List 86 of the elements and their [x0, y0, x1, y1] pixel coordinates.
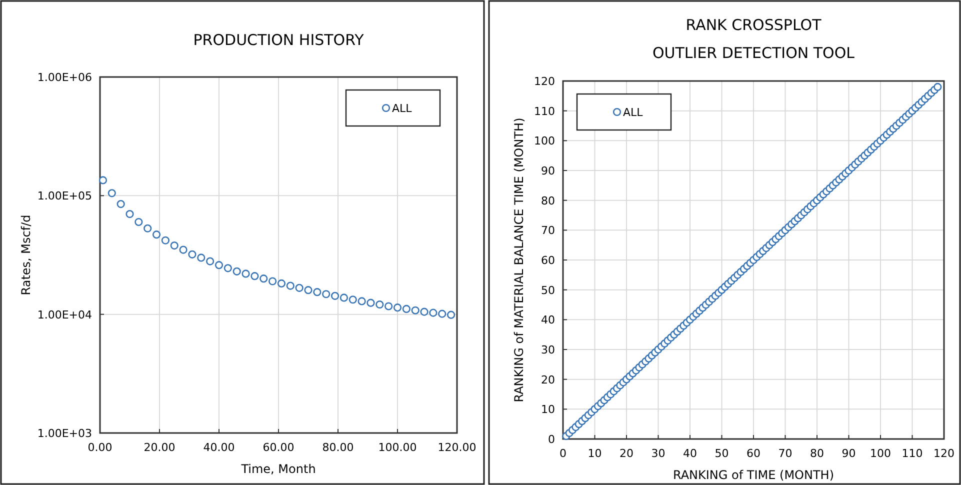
- y-tick-label: 30: [541, 344, 555, 356]
- legend-label: ALL: [392, 102, 413, 115]
- point: [188, 250, 196, 258]
- point: [250, 272, 259, 280]
- point: [179, 246, 188, 254]
- point: [144, 224, 152, 232]
- point: [170, 241, 178, 250]
- point: [330, 292, 340, 300]
- point: [366, 298, 375, 307]
- x-tick-label: 80: [810, 447, 824, 460]
- x-tick-label: 30: [651, 447, 666, 460]
- point: [295, 284, 304, 292]
- x-tick-label: 70: [778, 447, 792, 460]
- x-tick-label: 20: [620, 447, 634, 460]
- point: [152, 230, 161, 239]
- y-tick-label: 10: [541, 403, 555, 416]
- point: [214, 261, 224, 270]
- x-tick-label: 100: [870, 447, 891, 460]
- point: [438, 310, 446, 318]
- legend-label: ALL: [623, 106, 644, 119]
- point: [376, 300, 384, 309]
- point: [286, 282, 294, 290]
- y-tick-label: 1.00E+03: [37, 427, 92, 440]
- x-tick-label: 10: [588, 447, 602, 460]
- x-tick-label: 120: [934, 447, 954, 460]
- point: [429, 308, 438, 317]
- y-tick-label: 80: [541, 194, 555, 208]
- x-tick-label: 80.00: [322, 441, 354, 454]
- point: [358, 297, 366, 306]
- x-tick-label: 120.00: [438, 441, 476, 454]
- x-tick-label: 90: [842, 447, 856, 460]
- point: [411, 306, 420, 314]
- x-tick-label: 0: [560, 447, 566, 460]
- point: [322, 290, 330, 298]
- point: [340, 294, 348, 302]
- y-tick-label: 110: [534, 104, 555, 118]
- y-tick-label: 90: [541, 164, 555, 178]
- point: [268, 277, 277, 286]
- point: [126, 210, 134, 218]
- point: [313, 288, 322, 296]
- x-tick-label: 40.00: [203, 441, 235, 454]
- x-tick-label: 110: [902, 447, 923, 460]
- point: [134, 218, 143, 226]
- point: [197, 254, 206, 262]
- y-tick-label: 20: [541, 373, 555, 386]
- point: [420, 308, 428, 316]
- point: [348, 296, 357, 304]
- y-tick-label: 60: [541, 254, 555, 267]
- point: [384, 302, 393, 310]
- x-tick-label: 0.00: [88, 441, 112, 454]
- point: [232, 267, 241, 276]
- point: [108, 189, 116, 198]
- x-tick-label: 40: [683, 447, 697, 460]
- point: [277, 279, 286, 288]
- y-tick-label: 100: [534, 134, 555, 148]
- x-tick-label: 60.00: [262, 441, 294, 454]
- y-tick-label: 70: [541, 224, 555, 238]
- x-tick-label: 100.00: [378, 441, 417, 454]
- x-tick-label: 20.00: [144, 441, 176, 454]
- y-tick-label: 1.00E+06: [37, 71, 92, 84]
- point: [161, 236, 170, 244]
- point: [260, 274, 268, 283]
- chart-subtitle: OUTLIER DETECTION TOOL: [652, 44, 856, 62]
- point: [206, 257, 214, 266]
- y-tick-label: 0: [548, 433, 555, 446]
- x-axis-title: Time, Month: [240, 462, 316, 476]
- point: [116, 200, 125, 208]
- y-axis-title: Rates, Mscf/d: [19, 214, 33, 296]
- x-tick-label: 60: [746, 447, 760, 460]
- y-tick-label: 50: [541, 284, 555, 297]
- y-tick-label: 120: [534, 75, 555, 88]
- y-tick-label: 40: [541, 314, 555, 327]
- x-tick-label: 50: [714, 447, 729, 460]
- y-axis-title: RANKING of MATERIAL BALANCE TIME (MONTH): [512, 118, 526, 402]
- y-tick-label: 1.00E+04: [37, 308, 92, 322]
- point: [224, 264, 232, 272]
- y-tick-label: 1.00E+05: [37, 190, 92, 203]
- x-axis-title: RANKING of TIME (MONTH): [672, 468, 834, 482]
- point: [447, 310, 456, 319]
- point: [242, 270, 250, 278]
- chart-title: PRODUCTION HISTORY: [193, 31, 365, 49]
- point: [393, 304, 402, 312]
- point: [304, 286, 312, 294]
- point: [402, 304, 410, 314]
- point: [98, 176, 108, 184]
- chart-title: RANK CROSSPLOT: [686, 16, 822, 34]
